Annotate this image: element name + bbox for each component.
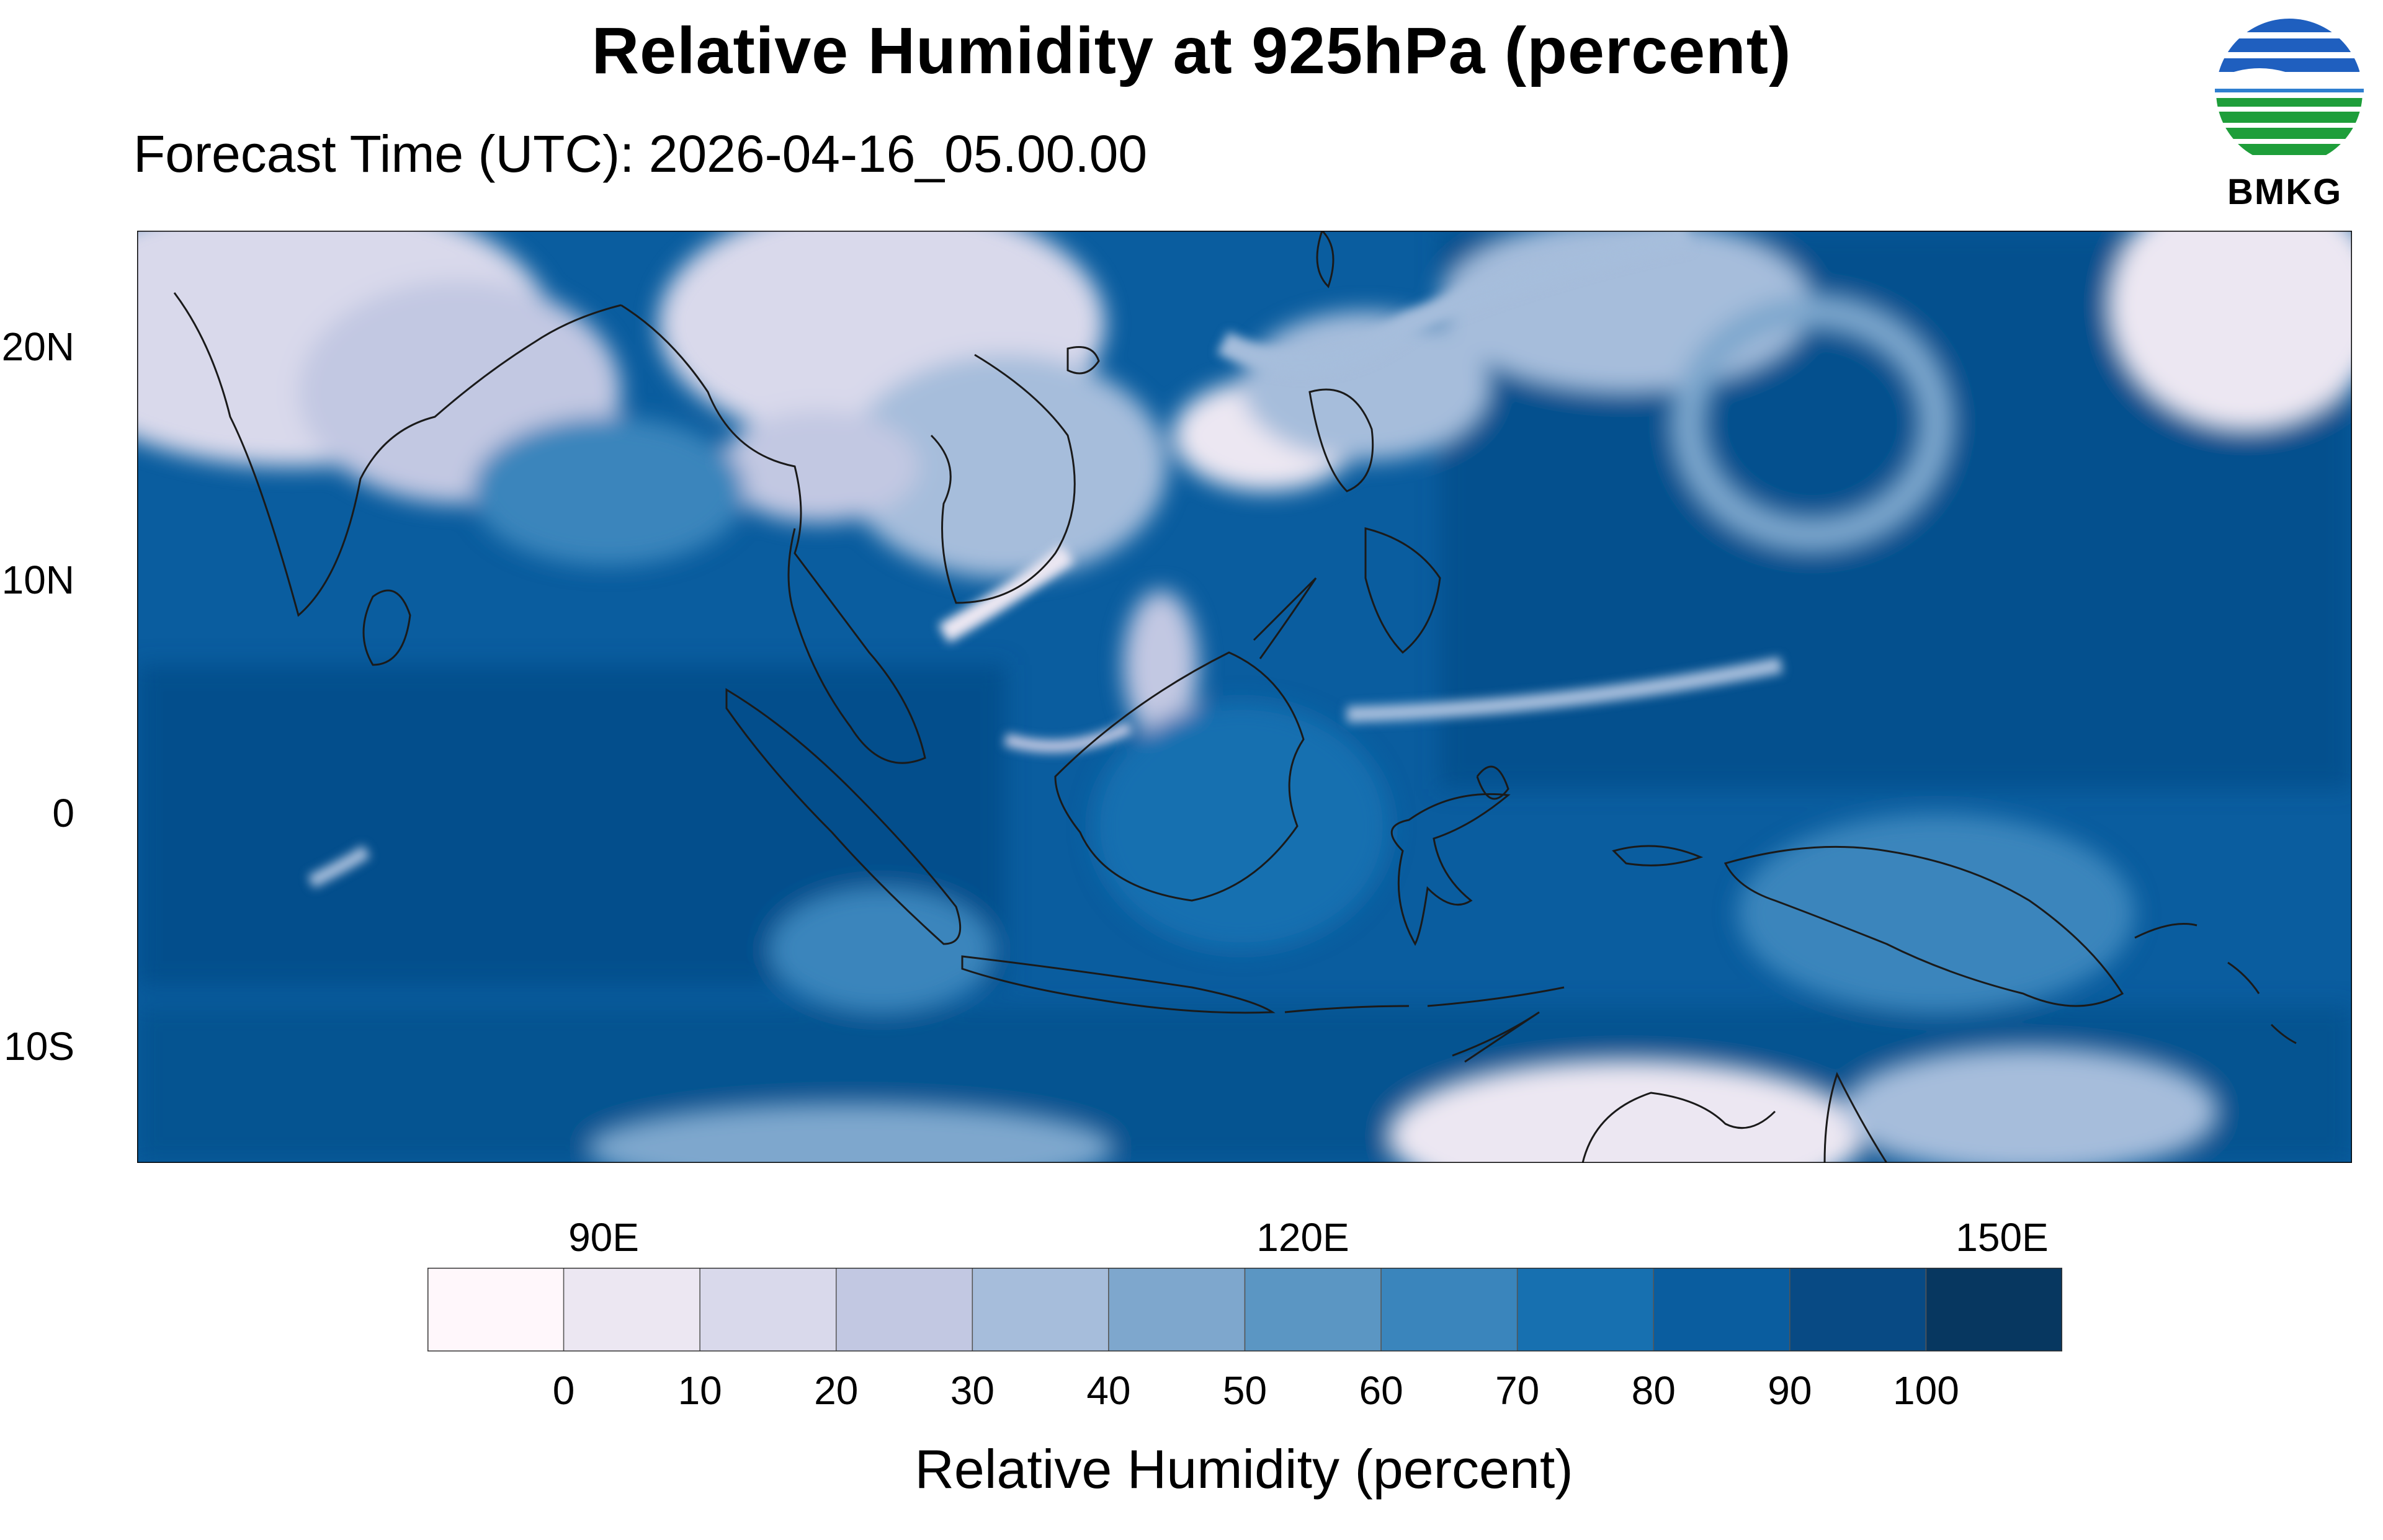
colorbar-swatch — [699, 1268, 837, 1351]
colorbar-label: 0 — [552, 1368, 575, 1413]
forecast-time: Forecast Time (UTC): 2026-04-16_05.00.00 — [133, 125, 1148, 183]
lat-label-10s: 10S — [4, 1024, 74, 1069]
colorbar-label: 50 — [1222, 1368, 1268, 1413]
colorbar-swatch — [836, 1268, 973, 1351]
humidity-field — [137, 231, 2352, 1163]
logo-text: BMKG — [2227, 172, 2343, 212]
colorbar-swatch — [1380, 1268, 1518, 1351]
colorbar — [427, 1268, 2062, 1351]
colorbar-label: 60 — [1359, 1368, 1403, 1413]
colorbar-swatch — [1244, 1268, 1382, 1351]
bmkg-logo-icon — [2215, 19, 2364, 155]
colorbar-swatch — [1653, 1268, 1791, 1351]
coastlines — [173, 231, 2297, 1163]
lon-label-120e: 120E — [1256, 1215, 1349, 1260]
humidity-map — [137, 231, 2352, 1163]
colorbar-swatch — [1108, 1268, 1246, 1351]
colorbar-title: Relative Humidity (percent) — [914, 1438, 1573, 1500]
colorbar-swatch — [563, 1268, 700, 1351]
colorbar-swatch — [972, 1268, 1109, 1351]
chart-title: Relative Humidity at 925hPa (percent) — [591, 14, 1792, 87]
colorbar-label: 10 — [677, 1368, 722, 1413]
lat-label-20n: 20N — [1, 324, 74, 369]
colorbar-swatch — [1925, 1268, 2062, 1351]
colorbar-label: 30 — [950, 1368, 995, 1413]
colorbar-label: 90 — [1768, 1368, 1812, 1413]
colorbar-swatch — [427, 1268, 565, 1351]
colorbar-swatch — [1516, 1268, 1654, 1351]
colorbar-label: 100 — [1893, 1368, 1959, 1413]
colorbar-label: 80 — [1631, 1368, 1676, 1413]
lon-label-90e: 90E — [568, 1215, 639, 1260]
lat-label-10n: 10N — [1, 558, 74, 602]
colorbar-label: 20 — [814, 1368, 859, 1413]
colorbar-label: 70 — [1495, 1368, 1540, 1413]
lon-label-150e: 150E — [1956, 1215, 2049, 1260]
colorbar-label: 40 — [1086, 1368, 1131, 1413]
lat-label-0: 0 — [52, 791, 74, 835]
colorbar-swatch — [1789, 1268, 1927, 1351]
